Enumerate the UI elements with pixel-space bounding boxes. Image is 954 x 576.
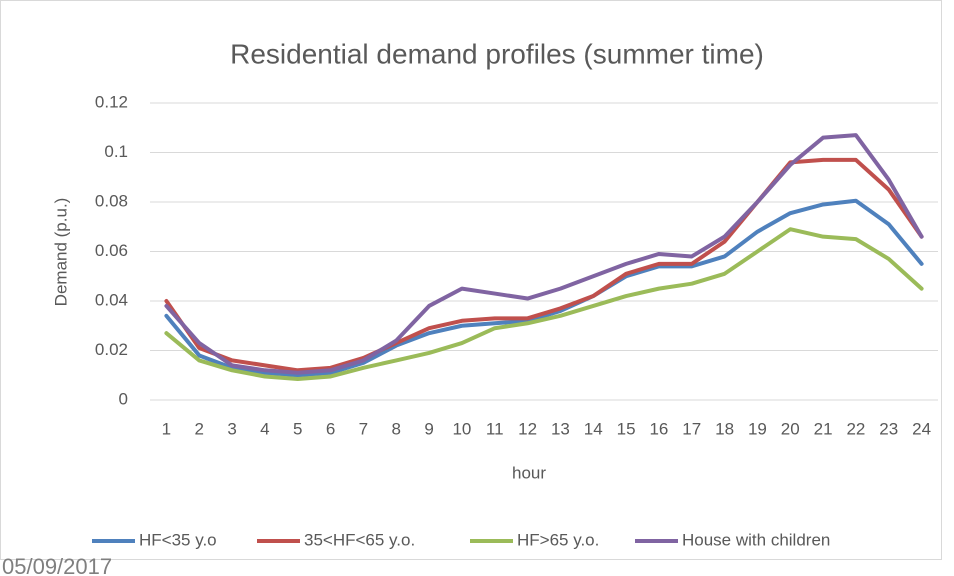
x-tick-label: 11 <box>486 419 504 438</box>
x-tick-label: 7 <box>359 419 368 438</box>
y-tick-label: 0.1 <box>104 142 128 161</box>
y-axis-label: Demand (p.u.) <box>51 198 70 307</box>
x-tick-label: 6 <box>326 419 335 438</box>
x-tick-label: 13 <box>551 419 570 438</box>
x-tick-label: 10 <box>452 419 471 438</box>
x-tick-label: 3 <box>227 419 236 438</box>
legend-label: HF<35 y.o <box>139 530 217 549</box>
x-tick-label: 21 <box>814 419 833 438</box>
x-tick-label: 1 <box>162 419 171 438</box>
legend-label: House with children <box>682 530 830 549</box>
x-tick-label: 12 <box>518 419 537 438</box>
y-tick-label: 0.12 <box>95 92 128 111</box>
x-tick-label: 17 <box>682 419 701 438</box>
y-tick-label: 0.04 <box>95 290 128 309</box>
legend-label: HF>65 y.o. <box>517 530 599 549</box>
chart-title: Residential demand profiles (summer time… <box>230 38 764 69</box>
series-line <box>164 133 924 375</box>
x-tick-label: 16 <box>649 419 668 438</box>
y-tick-label: 0.06 <box>95 241 128 260</box>
x-tick-label: 19 <box>748 419 767 438</box>
x-tick-label: 18 <box>715 419 734 438</box>
x-tick-label: 9 <box>424 419 433 438</box>
y-tick-label: 0 <box>119 389 128 408</box>
x-tick-label: 22 <box>846 419 865 438</box>
x-axis-label: hour <box>512 463 546 482</box>
date-annotation: 05/09/2017 <box>2 554 112 576</box>
y-tick-label: 0.08 <box>95 191 128 210</box>
x-tick-label: 8 <box>392 419 401 438</box>
x-tick-label: 14 <box>584 419 603 438</box>
x-tick-label: 2 <box>195 419 204 438</box>
series-line <box>164 227 924 381</box>
legend-label: 35<HF<65 y.o. <box>304 530 415 549</box>
chart-frame <box>0 0 942 560</box>
y-tick-label: 0.02 <box>95 340 128 359</box>
x-tick-label: 5 <box>293 419 302 438</box>
x-tick-label: 20 <box>781 419 800 438</box>
series-line <box>164 198 924 378</box>
x-tick-label: 15 <box>617 419 636 438</box>
x-tick-label: 23 <box>879 419 898 438</box>
x-tick-label: 4 <box>260 419 269 438</box>
x-tick-label: 24 <box>912 419 931 438</box>
